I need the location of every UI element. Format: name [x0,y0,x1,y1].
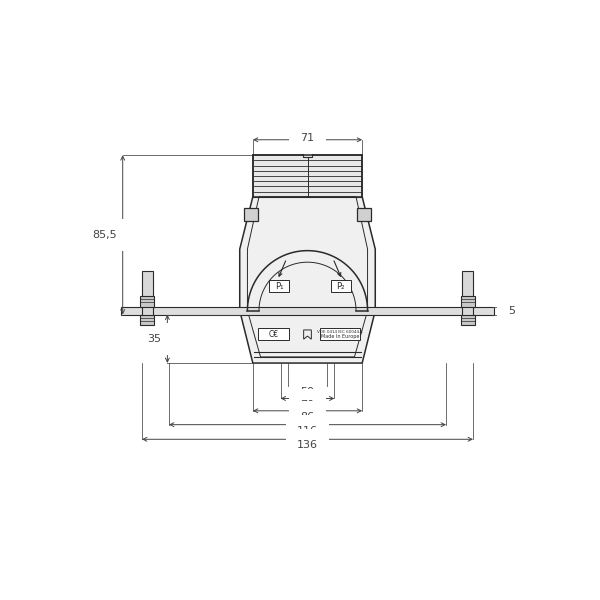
Bar [461,296,475,307]
Bar [461,314,475,325]
Bar [244,208,258,221]
Bar [320,328,360,340]
Text: Made In Europe: Made In Europe [320,334,359,338]
Text: 136: 136 [297,440,318,451]
Polygon shape [240,197,375,363]
Text: VDE 0414 IEC 60044-1: VDE 0414 IEC 60044-1 [317,330,363,334]
Text: 5: 5 [508,306,515,316]
Bar [462,271,473,317]
Bar [121,307,494,314]
Bar [140,314,154,325]
Text: C€: C€ [269,329,278,338]
Text: 71: 71 [301,133,314,143]
Bar [303,149,312,157]
Text: 86: 86 [301,412,314,422]
Text: 35: 35 [147,334,161,344]
Text: 70: 70 [301,400,314,410]
Text: P₂: P₂ [337,281,345,290]
Bar [258,328,289,340]
Bar [331,280,350,292]
Bar [140,296,154,307]
Text: 116: 116 [297,426,318,436]
Bar [142,271,153,317]
Bar [269,280,289,292]
Text: 85,5: 85,5 [92,230,116,240]
Text: 50: 50 [301,388,314,397]
Bar [253,155,362,197]
Bar [357,208,371,221]
Text: P₁: P₁ [275,281,283,290]
